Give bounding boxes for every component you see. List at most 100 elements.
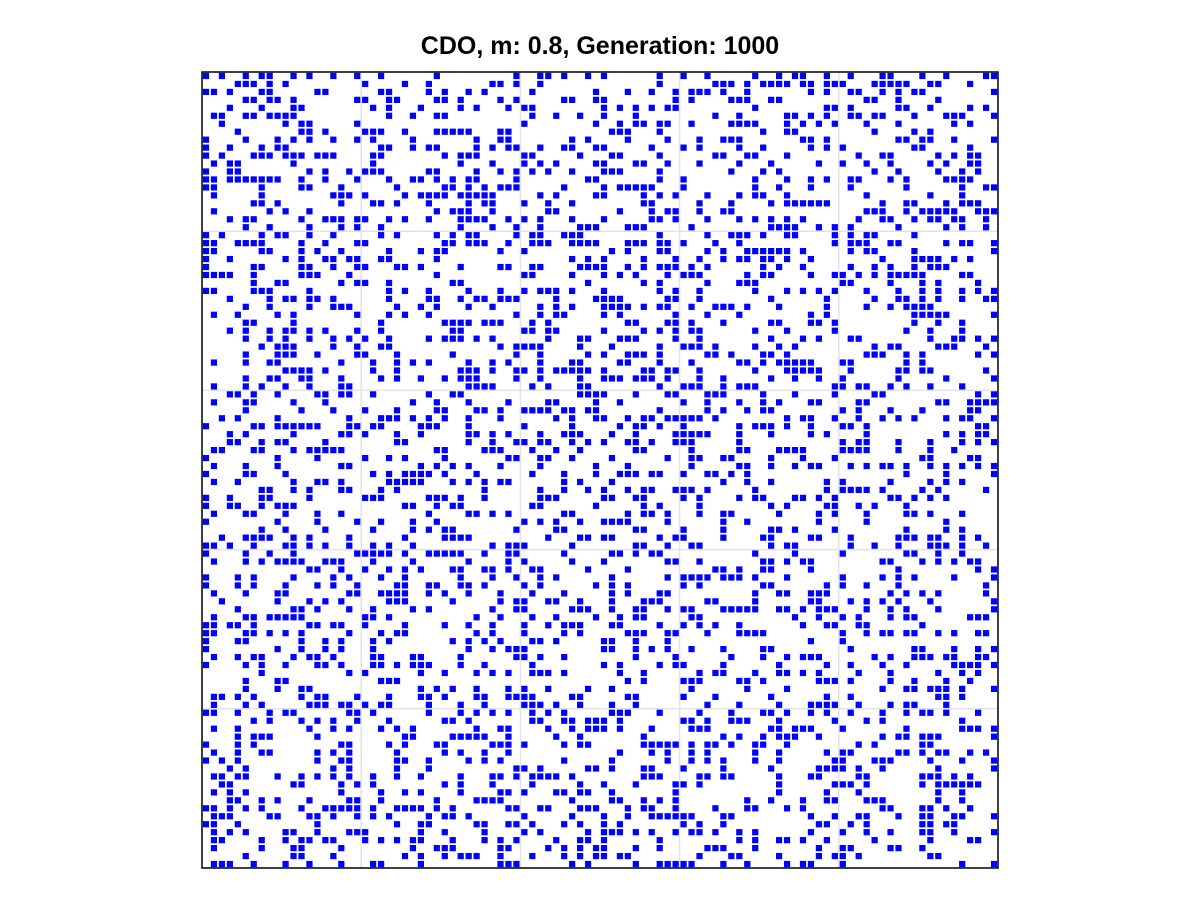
occupied-cell — [616, 749, 624, 756]
occupied-cell — [656, 502, 663, 509]
occupied-cell — [242, 335, 249, 342]
occupied-cell — [210, 160, 218, 167]
occupied-cell — [696, 208, 703, 215]
occupied-cell — [537, 701, 544, 708]
occupied-cell — [553, 311, 560, 318]
occupied-cell — [704, 574, 711, 581]
occupied-cell — [545, 598, 552, 605]
occupied-cell — [799, 606, 807, 613]
occupied-cell — [871, 232, 878, 239]
occupied-cell — [616, 725, 624, 732]
occupied-cell — [911, 303, 918, 310]
occupied-cell — [624, 263, 631, 271]
occupied-cell — [975, 725, 982, 732]
occupied-cell — [497, 248, 504, 255]
occupied-cell — [513, 765, 520, 772]
occupied-cell — [290, 574, 297, 581]
occupied-cell — [791, 112, 799, 119]
occupied-cell — [282, 279, 289, 287]
occupied-cell — [608, 295, 616, 302]
occupied-cell — [473, 192, 480, 199]
occupied-cell — [688, 614, 695, 621]
occupied-cell — [226, 860, 233, 868]
occupied-cell — [863, 773, 870, 780]
occupied-cell — [521, 646, 528, 653]
occupied-cell — [266, 359, 273, 366]
occupied-cell — [911, 200, 918, 207]
occupied-cell — [425, 701, 432, 708]
occupied-cell — [425, 606, 432, 613]
occupied-cell — [553, 701, 560, 708]
occupied-cell — [975, 566, 982, 573]
occupied-cell — [632, 391, 639, 398]
occupied-cell — [370, 160, 377, 167]
occupied-cell — [322, 447, 329, 454]
occupied-cell — [744, 255, 751, 263]
occupied-cell — [799, 622, 807, 629]
occupied-cell — [354, 343, 361, 350]
occupied-cell — [903, 590, 910, 597]
occupied-cell — [569, 860, 576, 868]
occupied-cell — [943, 160, 950, 167]
occupied-cell — [290, 431, 297, 438]
occupied-cell — [473, 685, 480, 693]
occupied-cell — [417, 478, 425, 486]
occupied-cell — [473, 383, 480, 390]
occupied-cell — [266, 96, 273, 103]
occupied-cell — [234, 582, 241, 589]
occupied-cell — [481, 478, 488, 486]
occupied-cell — [656, 590, 663, 597]
occupied-cell — [226, 216, 233, 223]
occupied-cell — [449, 733, 456, 740]
occupied-cell — [497, 638, 504, 645]
occupied-cell — [975, 168, 982, 175]
occupied-cell — [672, 661, 679, 669]
occupied-cell — [744, 606, 751, 613]
occupied-cell — [202, 423, 210, 430]
occupied-cell — [879, 88, 886, 96]
occupied-cell — [776, 168, 783, 175]
occupied-cell — [648, 741, 655, 748]
occupied-cell — [752, 574, 759, 581]
occupied-cell — [592, 805, 600, 812]
occupied-cell — [680, 574, 687, 581]
occupied-cell — [839, 749, 846, 756]
occupied-cell — [720, 661, 727, 669]
occupied-cell — [688, 120, 695, 127]
occupied-cell — [409, 606, 417, 613]
occupied-cell — [752, 550, 759, 557]
occupied-cell — [258, 534, 265, 541]
occupied-cell — [449, 176, 456, 183]
occupied-cell — [887, 677, 894, 685]
occupied-cell — [831, 606, 838, 613]
occupied-cell — [481, 184, 488, 191]
occupied-cell — [457, 391, 464, 398]
occupied-cell — [990, 661, 998, 669]
occupied-cell — [672, 431, 679, 438]
occupied-cell — [982, 431, 990, 438]
occupied-cell — [441, 152, 448, 159]
occupied-cell — [632, 693, 639, 700]
occupied-cell — [481, 582, 488, 589]
occupied-cell — [378, 200, 385, 207]
occupied-cell — [465, 128, 472, 135]
occupied-cell — [768, 797, 775, 804]
occupied-cell — [632, 542, 639, 549]
occupied-cell — [338, 391, 345, 398]
occupied-cell — [529, 470, 536, 478]
occupied-cell — [927, 852, 934, 860]
occupied-cell — [704, 248, 711, 255]
occupied-cell — [831, 80, 838, 88]
occupied-cell — [855, 486, 862, 494]
occupied-cell — [202, 287, 210, 295]
occupied-cell — [839, 574, 846, 581]
occupied-cell — [521, 271, 528, 279]
occupied-cell — [449, 805, 456, 812]
occupied-cell — [513, 598, 520, 605]
occupied-cell — [354, 805, 361, 812]
occupied-cell — [266, 208, 273, 215]
occupied-cell — [242, 359, 249, 366]
occupied-cell — [600, 375, 608, 382]
occupied-cell — [935, 773, 942, 780]
occupied-cell — [887, 558, 894, 565]
